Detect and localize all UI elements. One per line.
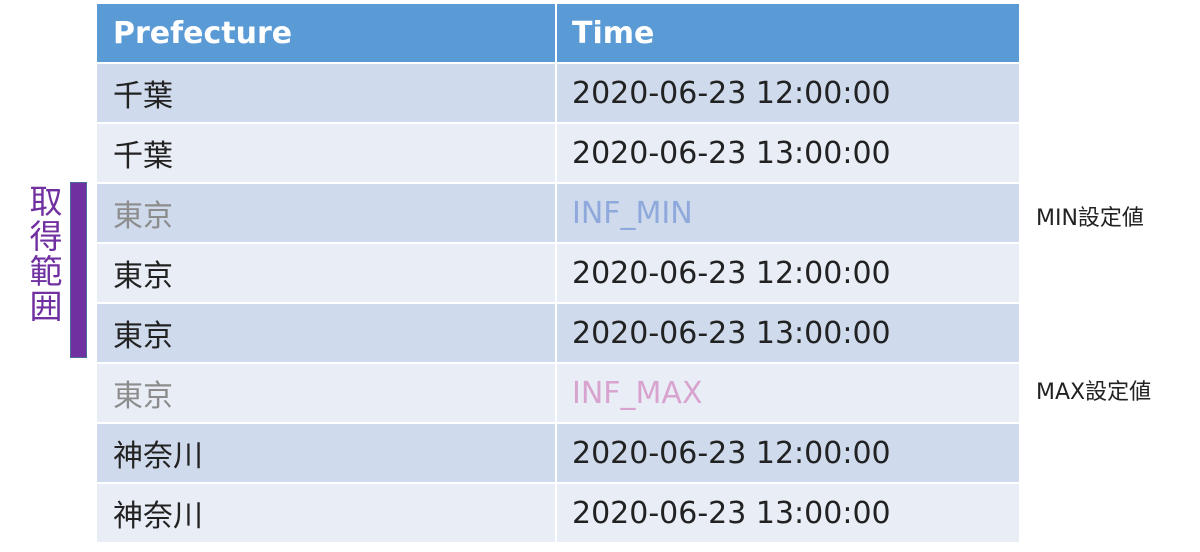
data-table: Prefecture Time 千葉 2020-06-23 12:00:00 千…: [97, 4, 1019, 544]
table-row: 千葉 2020-06-23 12:00:00: [97, 64, 1019, 124]
header-time: Time: [572, 15, 655, 51]
table-row: 神奈川 2020-06-23 12:00:00: [97, 424, 1019, 484]
table-row-max-boundary: 東京 INF_MAX: [97, 364, 1019, 424]
range-label: 取 得 範 囲: [26, 184, 66, 324]
range-label-char: 範: [29, 252, 63, 291]
prefecture-cell: 東京: [97, 364, 557, 422]
prefecture-cell: 神奈川: [97, 424, 557, 482]
table-header-row: Prefecture Time: [97, 4, 1019, 64]
table-row: 神奈川 2020-06-23 13:00:00: [97, 484, 1019, 544]
table-row: 東京 2020-06-23 12:00:00: [97, 244, 1019, 304]
inf-max-cell: INF_MAX: [572, 375, 703, 411]
time-cell: 2020-06-23 13:00:00: [572, 315, 891, 351]
min-setting-note: MIN設定値: [1036, 206, 1144, 231]
prefecture-cell: 千葉: [97, 124, 557, 182]
inf-min-cell: INF_MIN: [572, 195, 693, 231]
range-label-char: 取: [29, 182, 63, 221]
prefecture-cell: 東京: [97, 304, 557, 362]
time-cell: 2020-06-23 12:00:00: [572, 255, 891, 291]
range-label-char: 得: [29, 217, 63, 256]
prefecture-cell: 神奈川: [97, 484, 557, 542]
prefecture-cell: 東京: [97, 184, 557, 242]
table-row: 千葉 2020-06-23 13:00:00: [97, 124, 1019, 184]
range-label-char: 囲: [29, 287, 63, 326]
header-prefecture: Prefecture: [97, 4, 557, 62]
range-bracket-bar: [70, 182, 87, 358]
table-row: 東京 2020-06-23 13:00:00: [97, 304, 1019, 364]
time-cell: 2020-06-23 12:00:00: [572, 435, 891, 471]
time-cell: 2020-06-23 12:00:00: [572, 75, 891, 111]
time-cell: 2020-06-23 13:00:00: [572, 495, 891, 531]
prefecture-cell: 千葉: [97, 64, 557, 122]
prefecture-cell: 東京: [97, 244, 557, 302]
table-row-min-boundary: 東京 INF_MIN: [97, 184, 1019, 244]
time-cell: 2020-06-23 13:00:00: [572, 135, 891, 171]
max-setting-note: MAX設定値: [1036, 380, 1152, 405]
